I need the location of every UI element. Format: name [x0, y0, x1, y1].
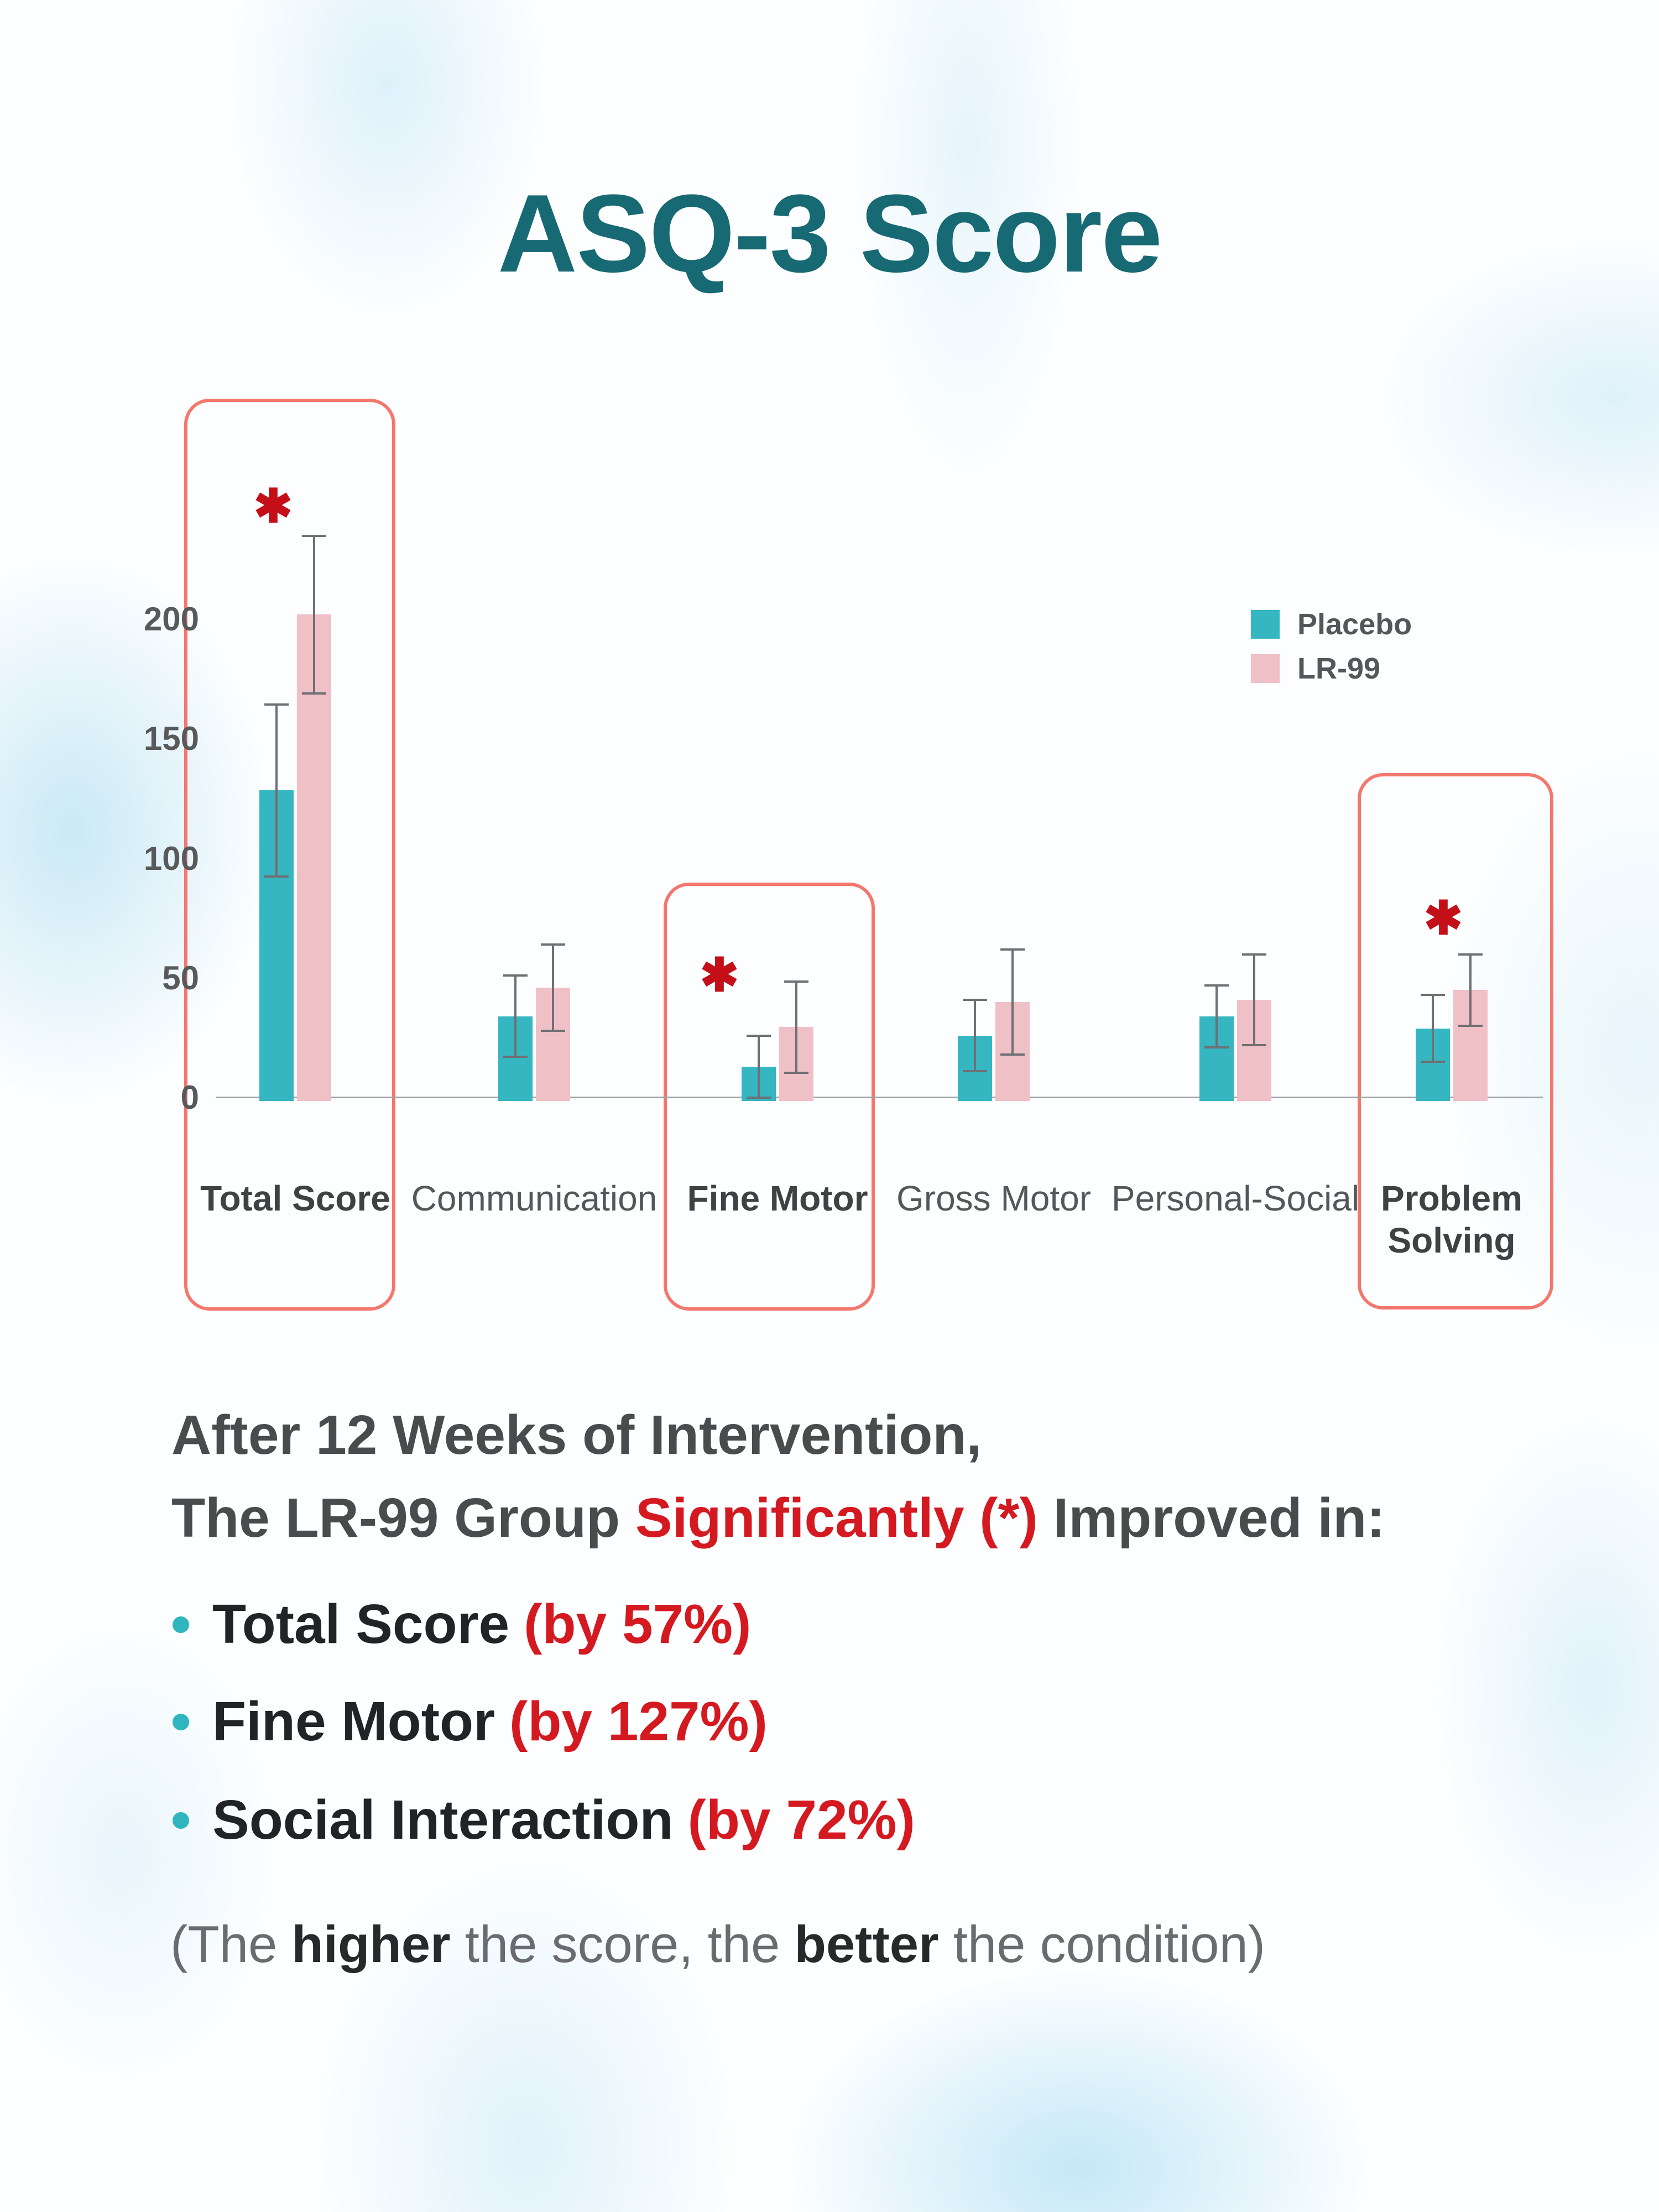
- highlight-box-total-score: [184, 399, 395, 1311]
- x-axis-line: [216, 1097, 1543, 1098]
- legend-swatch-lr99: [1251, 654, 1280, 683]
- error-bar-cap-top: [784, 980, 808, 983]
- error-bar-line: [1253, 954, 1255, 1045]
- error-bar-cap-top: [541, 943, 565, 946]
- bar-lr-99-total-score: [297, 614, 331, 1101]
- error-bar-line: [275, 704, 278, 877]
- error-bar-line: [313, 535, 315, 694]
- category-label-personal-social: Personal-Social: [1111, 1178, 1360, 1218]
- error-bar-cap-bottom: [1421, 1061, 1445, 1063]
- error-bar-line: [974, 999, 976, 1072]
- conclusion-line-1: After 12 Weeks of Intervention,: [171, 1404, 982, 1466]
- error-bar-cap-top: [503, 974, 528, 977]
- bullet-social-interaction-percent: (by 72%): [687, 1789, 915, 1851]
- error-bar-cap-top: [963, 998, 987, 1001]
- legend: Placebo LR-99: [1251, 608, 1412, 698]
- score-note: (The higher the score, the better the co…: [170, 1914, 1265, 1974]
- error-bar-cap-bottom: [541, 1029, 565, 1032]
- error-bar-cap-bottom: [963, 1070, 987, 1073]
- error-bar-cap-bottom: [1000, 1053, 1025, 1056]
- significance-asterisk-problem-solving: ✱: [1423, 892, 1463, 944]
- note-part-bold: better: [794, 1915, 939, 1973]
- category-label-communication: Communication: [411, 1178, 658, 1218]
- error-bar-line: [758, 1035, 760, 1098]
- y-tick-label-200: 200: [143, 601, 199, 638]
- note-part: (The: [170, 1915, 292, 1973]
- error-bar-line: [1215, 985, 1218, 1048]
- legend-item-placebo: Placebo: [1251, 608, 1412, 641]
- conclusion-line-2-suffix: Improved in:: [1037, 1487, 1385, 1549]
- significance-asterisk-fine-motor: ✱: [700, 949, 739, 1001]
- y-tick-label-150: 150: [143, 720, 199, 758]
- legend-swatch-placebo: [1251, 610, 1280, 639]
- bar-chart: 0 50 100 150 200 Total Score ✱ Communication Fin…: [143, 399, 1553, 1311]
- error-bar-cap-top: [1242, 953, 1266, 956]
- y-tick-label-0: 0: [180, 1079, 199, 1116]
- bullet-fine-motor: Fine Motor (by 127%): [173, 1690, 768, 1754]
- bullet-fine-motor-percent: (by 127%): [509, 1691, 768, 1752]
- error-bar-cap-top: [1000, 948, 1025, 951]
- error-bar-line: [552, 945, 554, 1031]
- bullet-total-score-label: Total Score: [212, 1593, 510, 1655]
- bullet-dot: [173, 1616, 189, 1633]
- category-label-fine-motor: Fine Motor: [687, 1178, 868, 1218]
- category-label-gross-motor: Gross Motor: [896, 1178, 1092, 1218]
- error-bar-line: [1469, 954, 1472, 1026]
- y-tick-label-100: 100: [143, 839, 199, 877]
- error-bar-cap-bottom: [302, 692, 326, 695]
- error-bar-line: [514, 975, 517, 1057]
- bullet-dot: [173, 1713, 189, 1730]
- error-bar-cap-bottom: [784, 1071, 808, 1074]
- error-bar-line: [795, 982, 797, 1073]
- bullet-social-interaction-label: Social Interaction: [212, 1789, 674, 1851]
- error-bar-cap-bottom: [264, 875, 289, 878]
- conclusion-line-2: The LR-99 Group Significantly (*) Improv…: [171, 1486, 1385, 1550]
- bullet-total-score: Total Score (by 57%): [173, 1593, 751, 1656]
- conclusion-line-2-highlight: Significantly (*): [635, 1487, 1038, 1549]
- error-bar-cap-bottom: [1204, 1046, 1229, 1049]
- legend-item-lr99: LR-99: [1251, 652, 1412, 685]
- note-part-bold: higher: [291, 1915, 451, 1973]
- highlight-box-problem-solving: [1358, 773, 1553, 1310]
- note-part: the score, the: [450, 1915, 795, 1973]
- page-title: ASQ-3 Score: [497, 172, 1163, 295]
- category-label-problem-solving: Problem Solving: [1380, 1178, 1523, 1260]
- y-tick-label-50: 50: [162, 959, 199, 997]
- error-bar-cap-top: [747, 1034, 771, 1037]
- error-bar-cap-top: [1458, 953, 1483, 956]
- bullet-total-score-percent: (by 57%): [524, 1593, 752, 1655]
- error-bar-cap-top: [1421, 994, 1445, 997]
- error-bar-cap-bottom: [747, 1097, 771, 1099]
- error-bar-cap-top: [264, 703, 289, 706]
- error-bar-cap-bottom: [1458, 1025, 1483, 1027]
- legend-label-lr99: LR-99: [1297, 652, 1381, 685]
- note-part: the condition): [938, 1915, 1266, 1973]
- category-label-total-score: Total Score: [200, 1178, 390, 1218]
- error-bar-line: [1011, 949, 1014, 1055]
- error-bar-cap-bottom: [1242, 1044, 1266, 1046]
- bullet-social-interaction: Social Interaction (by 72%): [173, 1788, 915, 1852]
- error-bar-cap-bottom: [503, 1056, 528, 1058]
- error-bar-cap-top: [302, 534, 326, 537]
- error-bar-line: [1432, 995, 1434, 1062]
- legend-label-placebo: Placebo: [1297, 608, 1412, 641]
- bullet-dot: [173, 1812, 189, 1829]
- bullet-fine-motor-label: Fine Motor: [212, 1691, 495, 1752]
- significance-asterisk-total-score: ✱: [253, 480, 293, 532]
- error-bar-cap-top: [1204, 984, 1229, 987]
- conclusion-line-2-prefix: The LR-99 Group: [171, 1487, 635, 1549]
